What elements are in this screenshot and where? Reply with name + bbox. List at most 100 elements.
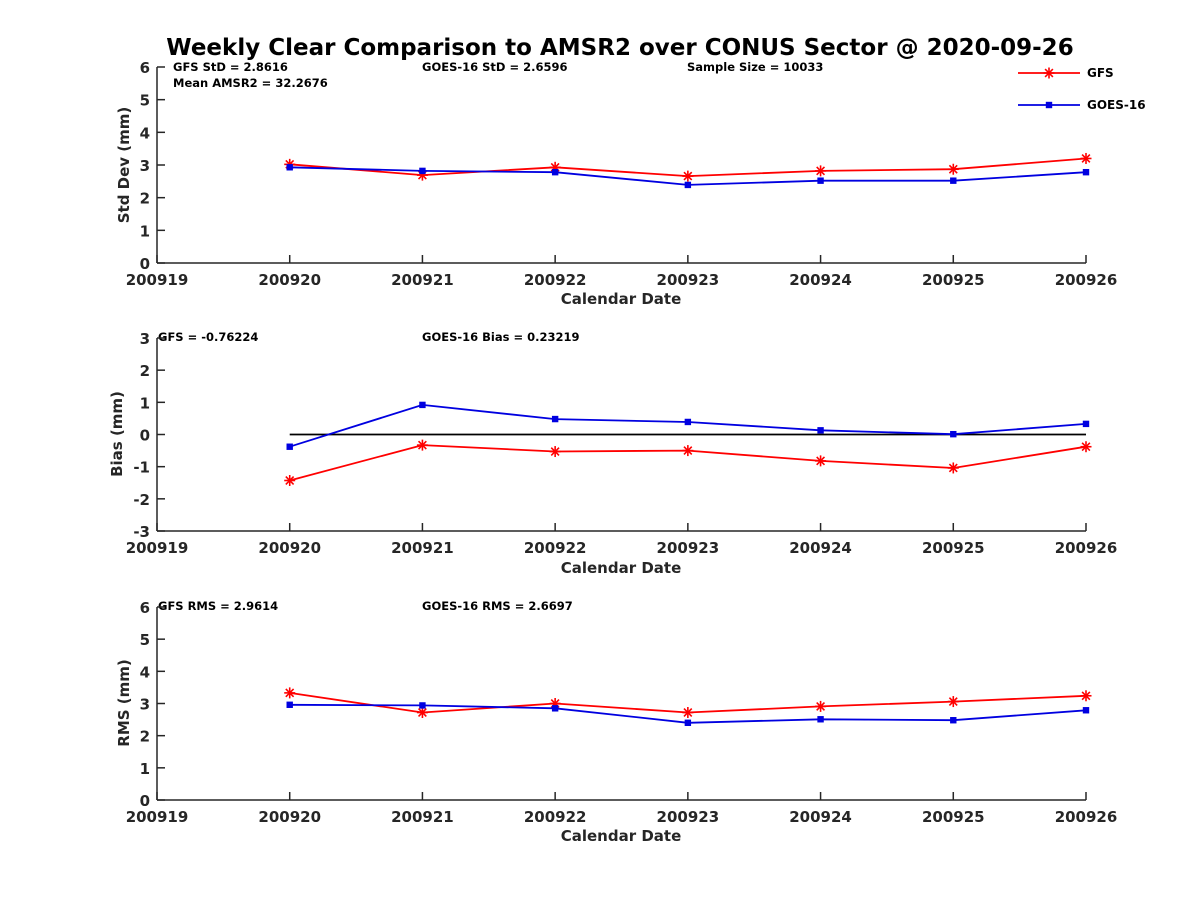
legend-marker-goes16 <box>1045 101 1053 109</box>
y-tick-label: -3 <box>133 523 150 541</box>
y-tick-label: 1 <box>140 394 150 412</box>
rms-panel: GFS RMS = 2.9614 GOES-16 RMS = 2.6697 Ca… <box>115 599 1117 845</box>
gfs-point <box>815 455 827 467</box>
goes16-point <box>950 177 957 184</box>
x-tick-label: 200923 <box>657 808 720 826</box>
gfs-point <box>416 439 428 451</box>
legend-entry-gfs: GFS <box>1018 66 1114 80</box>
legend-entry-goes16: GOES-16 <box>1018 98 1146 112</box>
y-tick-label: 3 <box>140 157 150 175</box>
goes16-point <box>684 719 692 726</box>
goes16-point <box>551 415 559 423</box>
x-tick-label: 200922 <box>524 808 587 826</box>
x-tick-label: 200925 <box>922 271 985 289</box>
goes16-point <box>817 716 824 723</box>
goes16-std-annotation: GOES-16 StD = 2.6596 <box>422 60 567 74</box>
goes16-point <box>419 401 426 409</box>
gfs-std-annotation: GFS StD = 2.8616 <box>173 60 288 74</box>
goes16-bias-annotation: GOES-16 Bias = 0.23219 <box>422 330 579 344</box>
goes16-point <box>817 177 824 184</box>
goes16-point <box>286 701 293 708</box>
rms-x-axis-label: Calendar Date <box>561 827 682 845</box>
goes16-point <box>1082 420 1090 428</box>
goes16-point <box>684 181 692 189</box>
x-tick-label: 200919 <box>126 539 189 557</box>
x-tick-label: 200923 <box>657 539 720 557</box>
gfs-point <box>682 170 694 182</box>
goes16-point <box>286 443 293 450</box>
x-tick-label: 200925 <box>922 808 985 826</box>
goes16-point <box>1082 707 1090 714</box>
x-tick-label: 200920 <box>258 271 321 289</box>
y-tick-label: 1 <box>140 760 150 778</box>
y-tick-label: 5 <box>140 631 150 649</box>
y-tick-label: 2 <box>140 190 150 208</box>
mean-amsr2-annotation: Mean AMSR2 = 32.2676 <box>173 76 328 90</box>
goes16-point <box>1082 168 1090 176</box>
y-tick-label: 3 <box>140 330 150 348</box>
gfs-point <box>947 163 959 175</box>
std-dev-y-axis-label: Std Dev (mm) <box>115 107 133 224</box>
x-tick-label: 200920 <box>258 808 321 826</box>
x-tick-label: 200922 <box>524 539 587 557</box>
gfs-point <box>1080 152 1092 164</box>
gfs-point <box>1080 690 1092 702</box>
chart-title: Weekly Clear Comparison to AMSR2 over CO… <box>166 35 1073 61</box>
sample-size-annotation: Sample Size = 10033 <box>687 60 823 74</box>
gfs-rms-annotation: GFS RMS = 2.9614 <box>158 599 278 613</box>
x-tick-label: 200926 <box>1055 271 1118 289</box>
x-tick-label: 200926 <box>1055 808 1118 826</box>
biasmm-goes16-line <box>289 403 1087 448</box>
y-tick-label: 2 <box>140 728 150 746</box>
legend: GFS GOES-16 <box>1018 66 1146 112</box>
goes16-point <box>950 717 957 724</box>
y-tick-label: 3 <box>140 696 150 714</box>
goes16-point <box>419 167 426 175</box>
goes16-point <box>551 705 559 712</box>
x-tick-label: 200919 <box>126 271 189 289</box>
x-tick-label: 200921 <box>391 539 454 557</box>
goes16-point <box>286 164 293 171</box>
goes16-point <box>817 427 824 434</box>
gfs-point <box>682 707 694 719</box>
legend-label-gfs: GFS <box>1087 66 1114 80</box>
legend-marker-symbol <box>1043 67 1055 79</box>
gfs-point <box>284 474 296 486</box>
x-tick-label: 200922 <box>524 271 587 289</box>
std-dev-x-axis-label: Calendar Date <box>561 290 682 308</box>
x-tick-label: 200921 <box>391 808 454 826</box>
goes16-rms-annotation: GOES-16 RMS = 2.6697 <box>422 599 573 613</box>
y-tick-label: 0 <box>140 792 150 810</box>
y-tick-label: 1 <box>140 222 150 240</box>
x-tick-label: 200924 <box>789 539 852 557</box>
x-tick-label: 200926 <box>1055 539 1118 557</box>
x-tick-label: 200923 <box>657 271 720 289</box>
rms-y-axis-label: RMS (mm) <box>115 659 133 746</box>
x-tick-label: 200921 <box>391 271 454 289</box>
x-tick-label: 200924 <box>789 271 852 289</box>
gfs-point <box>549 446 561 458</box>
x-tick-label: 200924 <box>789 808 852 826</box>
y-tick-label: 0 <box>140 255 150 273</box>
y-tick-label: -1 <box>133 459 150 477</box>
goes16-point <box>419 702 426 709</box>
y-tick-label: 6 <box>140 599 150 617</box>
gfs-point <box>815 700 827 712</box>
gfs-point <box>284 687 296 699</box>
x-tick-label: 200920 <box>258 539 321 557</box>
gfs-point <box>815 165 827 177</box>
std-dev-panel: GFS StD = 2.8616 GOES-16 StD = 2.6596 Sa… <box>115 59 1117 308</box>
legend-marker-gfs <box>1043 67 1055 79</box>
y-tick-label: 4 <box>140 124 150 142</box>
gfs-point <box>682 445 694 457</box>
x-tick-label: 200919 <box>126 808 189 826</box>
x-tick-label: 200925 <box>922 539 985 557</box>
gfs-point <box>1080 441 1092 453</box>
y-tick-label: -2 <box>133 491 150 509</box>
goes16-point <box>950 430 957 438</box>
gfs-bias-annotation: GFS = -0.76224 <box>158 330 258 344</box>
bias-x-axis-label: Calendar Date <box>561 559 682 577</box>
gfs-point <box>416 707 428 719</box>
bias-y-axis-label: Bias (mm) <box>108 391 126 477</box>
